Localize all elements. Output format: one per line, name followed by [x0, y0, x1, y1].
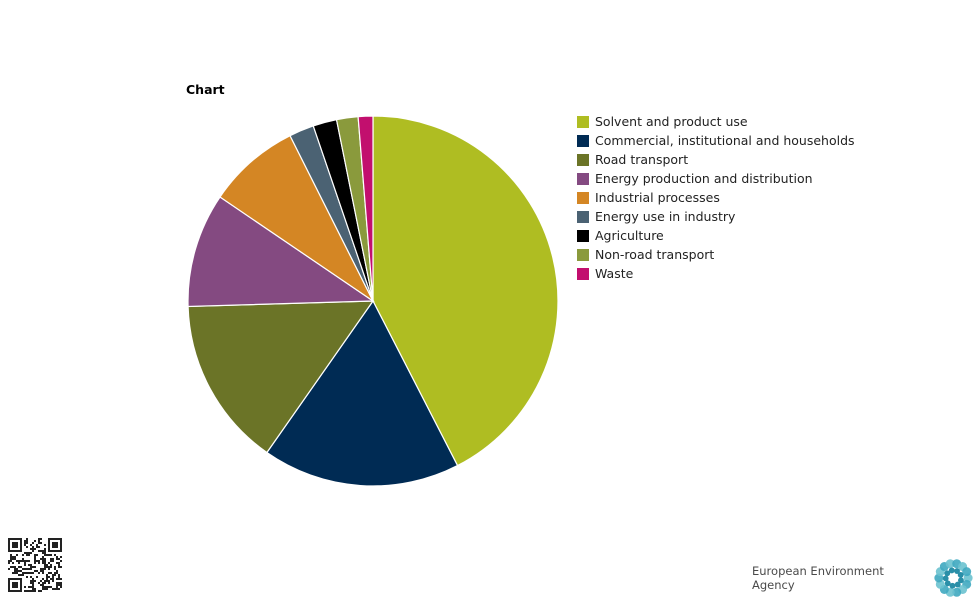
legend-label: Road transport	[595, 152, 689, 167]
legend-item-0[interactable]: Solvent and product use	[577, 112, 855, 131]
legend-item-8[interactable]: Waste	[577, 264, 855, 283]
pie-slice-3[interactable]	[187, 196, 375, 308]
legend-swatch	[577, 267, 589, 280]
legend-label: Non-road transport	[595, 247, 715, 262]
legend-label: Energy production and distribution	[595, 171, 813, 186]
pie-slice-4[interactable]	[219, 134, 375, 303]
pie-slice-8[interactable]	[357, 115, 374, 302]
legend-label: Agriculture	[595, 228, 664, 243]
footer-brand: European Environment Agency	[752, 556, 975, 600]
legend-swatch	[577, 191, 589, 204]
legend-swatch	[577, 210, 589, 223]
legend-swatch	[577, 229, 589, 242]
pie-slice-0[interactable]	[372, 115, 559, 467]
legend-item-1[interactable]: Commercial, institutional and households	[577, 131, 855, 150]
legend-swatch	[577, 153, 589, 166]
legend-swatch	[577, 115, 589, 128]
legend-swatch	[577, 134, 589, 147]
legend-swatch	[577, 248, 589, 261]
pie-slice-1[interactable]	[266, 299, 459, 487]
eea-logo-icon	[934, 559, 973, 597]
pie-slice-2[interactable]	[187, 300, 375, 454]
legend-item-3[interactable]: Energy production and distribution	[577, 169, 855, 188]
agency-name: European Environment Agency	[752, 564, 884, 592]
legend-item-4[interactable]: Industrial processes	[577, 188, 855, 207]
legend-swatch	[577, 172, 589, 185]
legend-label: Energy use in industry	[595, 209, 736, 224]
legend-item-6[interactable]: Agriculture	[577, 226, 855, 245]
legend-label: Commercial, institutional and households	[595, 133, 855, 148]
legend-item-2[interactable]: Road transport	[577, 150, 855, 169]
legend-item-5[interactable]: Energy use in industry	[577, 207, 855, 226]
legend: Solvent and product use Commercial, insti…	[577, 112, 855, 283]
qr-code-icon	[8, 538, 62, 592]
legend-item-7[interactable]: Non-road transport	[577, 245, 855, 264]
chart-title: Chart	[186, 82, 225, 97]
legend-label: Industrial processes	[595, 190, 720, 205]
legend-label: Solvent and product use	[595, 114, 748, 129]
legend-label: Waste	[595, 266, 634, 281]
